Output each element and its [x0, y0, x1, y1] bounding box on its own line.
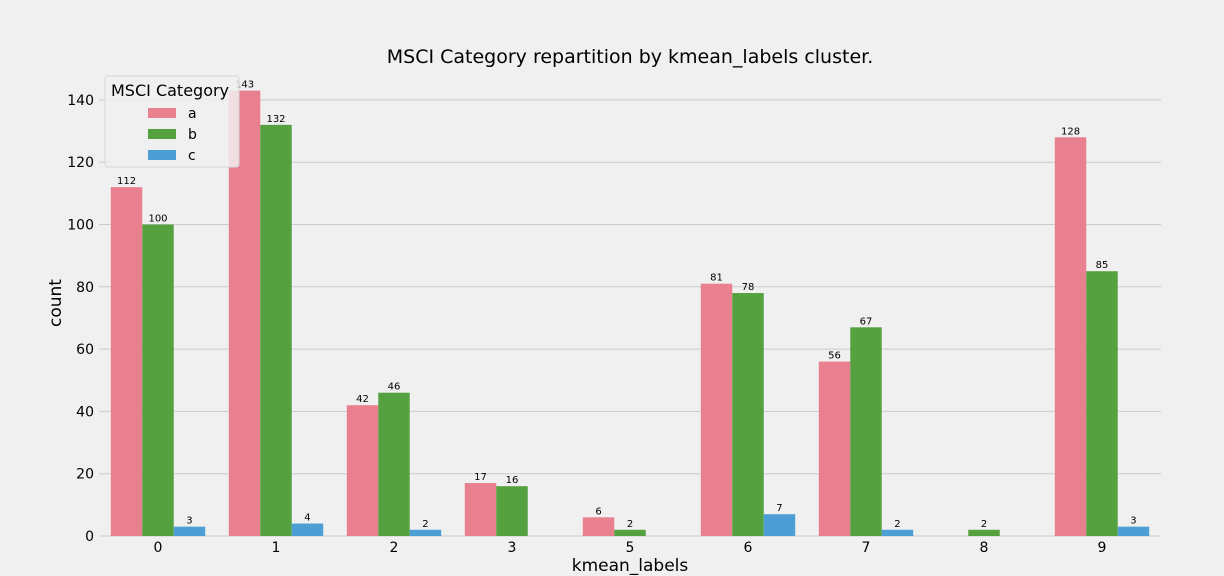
bar-b-2 — [378, 392, 410, 536]
data-label-a-6: 81 — [710, 273, 723, 284]
data-label-c-7: 2 — [894, 519, 900, 530]
bar-b-3 — [496, 486, 528, 536]
x-tick-label: 9 — [1098, 540, 1107, 556]
bar-b-6 — [732, 293, 764, 536]
data-label-a-2: 42 — [356, 394, 369, 405]
bar-a-0 — [110, 187, 143, 536]
y-tick-label: 60 — [76, 342, 94, 358]
data-label-c-1: 4 — [304, 513, 310, 524]
bar-b-8 — [968, 529, 1000, 536]
y-tick-label: 0 — [85, 529, 94, 545]
y-tick-label: 100 — [67, 218, 94, 234]
x-tick-label: 1 — [272, 540, 281, 556]
bar-c-9 — [1117, 526, 1150, 536]
x-tick-label: 6 — [744, 540, 753, 556]
bar-a-5 — [582, 517, 615, 536]
y-tick-label: 80 — [76, 280, 94, 296]
x-axis-ticks: 0 1 2 3 5 6 7 8 9 — [154, 540, 1107, 556]
bar-c-0 — [173, 526, 206, 536]
legend-swatch-b — [148, 129, 176, 139]
data-label-a-7: 56 — [828, 351, 841, 362]
bar-b-9 — [1086, 271, 1118, 536]
y-tick-label: 120 — [67, 155, 94, 171]
data-label-b-1: 132 — [266, 114, 285, 125]
legend-title: MSCI Category — [111, 81, 229, 100]
data-label-b-9: 85 — [1096, 260, 1109, 271]
bar-c-1 — [291, 523, 324, 536]
data-label-c-0: 3 — [186, 516, 192, 527]
bar-a-9 — [1054, 137, 1087, 536]
data-label-a-9: 128 — [1061, 126, 1080, 137]
bar-b-1 — [260, 124, 292, 537]
legend-swatch-c — [148, 150, 176, 160]
legend-label-a: a — [188, 106, 197, 122]
data-label-b-3: 16 — [506, 475, 519, 486]
x-axis-label: kmean_labels — [572, 556, 689, 576]
legend-box — [104, 75, 240, 168]
bar-c-7 — [881, 529, 914, 536]
bar-c-6 — [763, 514, 796, 536]
legend-items: abc — [148, 106, 197, 164]
legend-label-c: c — [188, 148, 196, 164]
y-tick-label: 40 — [76, 404, 94, 420]
data-label-a-5: 6 — [595, 506, 601, 517]
legend-swatch-a — [148, 108, 176, 118]
legend: MSCI Category abc — [104, 75, 240, 168]
bar-b-7 — [850, 327, 882, 536]
y-axis-ticks: 0 20 40 60 80 100 120 140 — [67, 93, 94, 545]
bar-b-0 — [142, 224, 174, 536]
legend-label-b: b — [188, 127, 197, 143]
chart-title: MSCI Category repartition by kmean_label… — [387, 46, 874, 68]
data-labels: 112 100 3 143 132 4 42 46 2 17 16 6 2 81 78 7 56 67 2 2 128 8… — [117, 80, 1137, 530]
x-tick-label: 2 — [390, 540, 399, 556]
bar-a-6 — [700, 283, 733, 536]
x-tick-label: 7 — [862, 540, 871, 556]
y-axis-label: count — [46, 279, 66, 327]
data-label-b-0: 100 — [148, 214, 167, 225]
x-tick-label: 0 — [154, 540, 163, 556]
bar-a-7 — [818, 361, 851, 536]
bar-a-2 — [346, 405, 379, 536]
data-label-b-5: 2 — [627, 519, 633, 530]
data-label-a-3: 17 — [474, 472, 487, 483]
y-tick-label: 20 — [76, 467, 94, 483]
data-label-b-2: 46 — [388, 382, 401, 393]
data-label-c-2: 2 — [422, 519, 428, 530]
data-label-b-8: 2 — [981, 519, 987, 530]
x-tick-label: 3 — [508, 540, 517, 556]
bars — [110, 90, 1150, 537]
bar-a-3 — [464, 483, 497, 536]
data-label-b-6: 78 — [742, 282, 755, 293]
y-tick-label: 140 — [67, 93, 94, 109]
data-label-b-7: 67 — [860, 316, 873, 327]
data-label-a-1: 143 — [235, 80, 254, 91]
data-label-c-9: 3 — [1130, 516, 1136, 527]
data-label-a-0: 112 — [117, 176, 136, 187]
data-label-c-6: 7 — [776, 503, 782, 514]
x-tick-label: 5 — [626, 540, 635, 556]
bar-b-5 — [614, 529, 646, 536]
bar-c-2 — [409, 529, 442, 536]
x-tick-label: 8 — [980, 540, 989, 556]
